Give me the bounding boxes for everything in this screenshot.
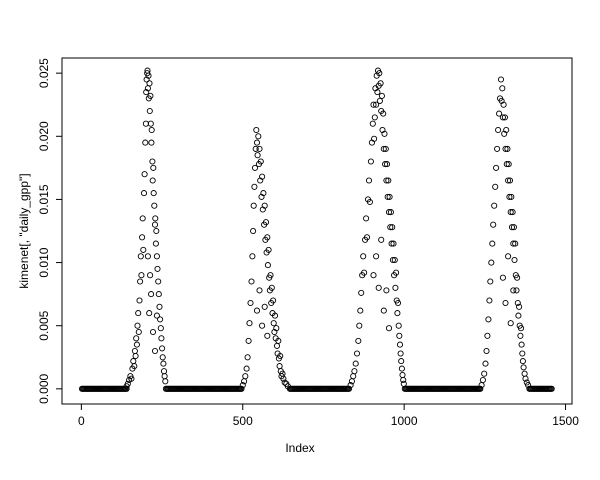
y-tick-label: 0.025	[37, 58, 51, 88]
y-tick-label: 0.010	[37, 247, 51, 277]
y-tick-label: 0.020	[37, 121, 51, 151]
y-tick-label: 0.005	[37, 310, 51, 340]
x-tick-label: 500	[233, 414, 253, 428]
y-axis-label: kimenet[, "daily_gpp"]	[17, 173, 31, 289]
x-tick-label: 0	[78, 414, 85, 428]
x-tick-label: 1500	[552, 414, 579, 428]
y-tick-label: 0.000	[37, 374, 51, 404]
x-axis-label: Index	[285, 441, 315, 455]
y-tick-label: 0.015	[37, 184, 51, 214]
x-tick-label: 1000	[391, 414, 418, 428]
